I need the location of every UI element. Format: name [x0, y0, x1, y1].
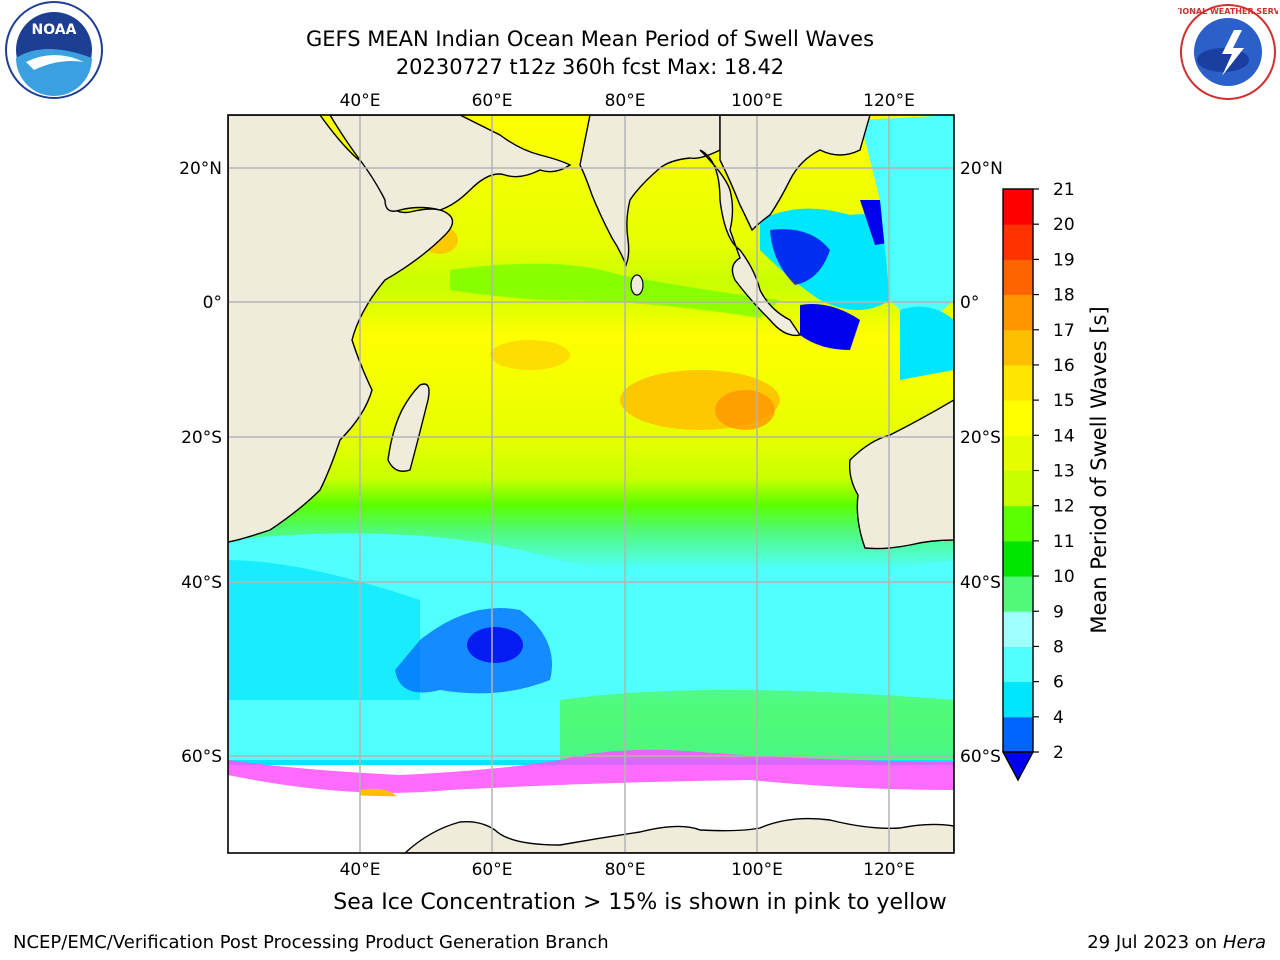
- lon-tick-bottom: 100°E: [731, 860, 783, 880]
- colorbar-tick-label: 18: [1053, 286, 1075, 306]
- lon-tick-bottom: 80°E: [605, 860, 646, 880]
- colorbar-segment: [1003, 364, 1033, 401]
- nws-logo-text: NATIONAL WEATHER SERVICE: [1178, 7, 1278, 16]
- colorbar-segment: [1003, 189, 1033, 225]
- colorbar-tick-label: 9: [1053, 602, 1064, 622]
- credit-text: NCEP/EMC/Verification Post Processing Pr…: [13, 932, 609, 953]
- colorbar-tick-label: 21: [1053, 180, 1075, 200]
- colorbar-segment: [1003, 646, 1033, 683]
- colorbar: [1003, 189, 1033, 753]
- lat-tick-right: 60°S: [960, 747, 1001, 767]
- land-arabia: [329, 115, 572, 212]
- colorbar-tick-label: 19: [1053, 250, 1075, 270]
- colorbar-segment: [1003, 681, 1033, 718]
- lat-tick-right: 0°: [960, 293, 979, 313]
- land-antarctica: [403, 817, 954, 853]
- colorbar-segment: [1003, 329, 1033, 366]
- colorbar-segment: [1003, 716, 1033, 753]
- colorbar-segment: [1003, 224, 1033, 260]
- lat-tick-left: 60°S: [181, 747, 222, 767]
- colorbar-extend-arrow: [1001, 751, 1035, 782]
- colorbar-tick-label: 12: [1053, 497, 1075, 517]
- land-madagascar: [387, 383, 430, 472]
- lon-tick-top: 100°E: [731, 91, 783, 111]
- date-text: 29 Jul 2023 on Hera: [1087, 932, 1266, 953]
- lon-tick-top: 60°E: [472, 91, 513, 111]
- colorbar-segment: [1003, 400, 1033, 436]
- colorbar-segment: [1003, 470, 1033, 507]
- lat-tick-left: 20°S: [181, 428, 222, 448]
- noaa-logo: NOAA: [5, 1, 103, 99]
- colorbar-tick-label: 10: [1053, 567, 1075, 587]
- sea-ice-edge: [228, 749, 954, 793]
- map-subtitle: 20230727 t12z 360h fcst Max: 18.42: [395, 55, 785, 79]
- lat-tick-left: 0°: [203, 293, 222, 313]
- map-frame: [228, 115, 954, 853]
- sea-ice-note: Sea Ice Concentration > 15% is shown in …: [333, 890, 947, 915]
- lat-tick-right: 20°N: [960, 159, 1003, 179]
- colorbar-segment: [1003, 505, 1033, 542]
- colorbar-tick-label: 11: [1053, 532, 1075, 552]
- colorbar-tick-label: 15: [1053, 391, 1075, 411]
- colorbar-segment: [1003, 540, 1033, 577]
- colorbar-tick-label: 8: [1053, 637, 1064, 657]
- host-name: Hera: [1222, 932, 1266, 953]
- lon-tick-top: 80°E: [605, 91, 646, 111]
- colorbar-segment: [1003, 576, 1033, 612]
- lat-tick-right: 20°S: [960, 428, 1001, 448]
- colorbar-segment: [1003, 435, 1033, 471]
- graticule: [228, 115, 954, 853]
- colorbar-tick-label: 2: [1053, 743, 1064, 763]
- nws-logo: NATIONAL WEATHER SERVICE: [1178, 4, 1278, 100]
- colorbar-tick-label: 14: [1053, 426, 1075, 446]
- lon-tick-top: 40°E: [340, 91, 381, 111]
- colorbar-segment: [1003, 611, 1033, 647]
- lat-tick-left: 20°N: [179, 159, 222, 179]
- map-title: GEFS MEAN Indian Ocean Mean Period of Sw…: [305, 27, 875, 51]
- colorbar-label: Mean Period of Swell Waves [s]: [1087, 306, 1111, 633]
- colorbar-tick-label: 16: [1053, 356, 1075, 376]
- lon-tick-bottom: 40°E: [340, 860, 381, 880]
- map-border: [227, 114, 955, 854]
- colorbar-tick-label: 6: [1053, 673, 1064, 693]
- lon-tick-top: 120°E: [863, 91, 915, 111]
- land-india: [579, 115, 721, 267]
- land-se-asia: [699, 115, 871, 337]
- colorbar-segment: [1003, 294, 1033, 331]
- lat-tick-right: 40°S: [960, 573, 1001, 593]
- colorbar-segment: [1003, 259, 1033, 296]
- lon-tick-bottom: 60°E: [472, 860, 513, 880]
- noaa-logo-text: NOAA: [32, 22, 77, 38]
- colorbar-tick-label: 4: [1053, 708, 1064, 728]
- date-value: 29 Jul 2023 on: [1087, 932, 1218, 953]
- colorbar-tick-label: 20: [1053, 215, 1075, 235]
- lat-tick-left: 40°S: [181, 573, 222, 593]
- colorbar-tick-label: 17: [1053, 321, 1075, 341]
- colorbar-tick-label: 13: [1053, 462, 1075, 482]
- colorbar-ticks: 2 4 6 8 9 10 11 12 13 14 15 16 17 18 19 20 21: [1033, 180, 1075, 763]
- lon-tick-bottom: 120°E: [863, 860, 915, 880]
